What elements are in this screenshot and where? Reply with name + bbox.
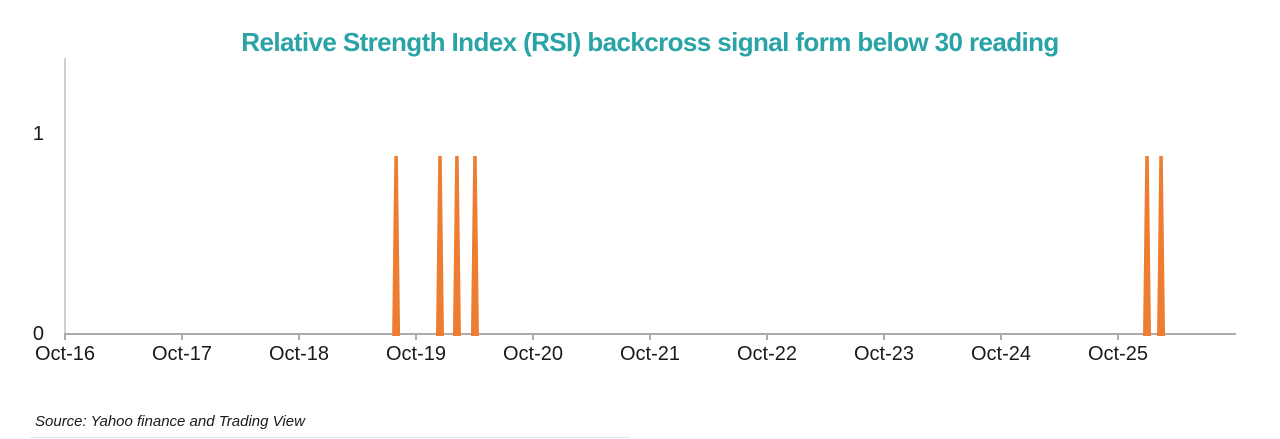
x-axis-line xyxy=(64,333,1236,335)
signal-bar xyxy=(1157,156,1166,336)
signal-bar xyxy=(435,156,444,336)
x-tick-label: Oct-22 xyxy=(736,343,798,365)
x-tick-label: Oct-19 xyxy=(385,343,447,365)
x-axis-tick xyxy=(766,335,768,340)
x-axis-tick xyxy=(1000,335,1002,340)
x-axis-tick xyxy=(181,335,183,340)
chart-title: Relative Strength Index (RSI) backcross … xyxy=(241,27,1059,57)
x-axis-tick xyxy=(64,335,66,340)
x-tick-label: Oct-17 xyxy=(151,343,213,365)
signal-bar xyxy=(392,156,401,336)
x-tick-label: Oct-23 xyxy=(853,343,915,365)
x-axis-tick xyxy=(532,335,534,340)
x-axis-tick xyxy=(883,335,885,340)
x-axis-tick xyxy=(649,335,651,340)
x-tick-label: Oct-18 xyxy=(268,343,330,365)
x-tick-label: Oct-20 xyxy=(502,343,564,365)
y-axis-line xyxy=(64,58,66,334)
signal-bar xyxy=(1143,156,1152,336)
y-tick-label: 0 xyxy=(32,323,44,345)
source-note: Source: Yahoo finance and Trading View xyxy=(35,413,305,430)
x-tick-label: Oct-21 xyxy=(619,343,681,365)
x-tick-label: Oct-24 xyxy=(970,343,1032,365)
bottom-border-line xyxy=(30,437,630,438)
x-axis-tick xyxy=(415,335,417,340)
x-tick-label: Oct-25 xyxy=(1087,343,1149,365)
y-tick-label: 1 xyxy=(32,123,44,145)
signal-bar xyxy=(470,156,479,336)
x-tick-label: Oct-16 xyxy=(34,343,96,365)
x-axis-tick xyxy=(298,335,300,340)
signal-bar xyxy=(452,156,461,336)
x-axis-tick xyxy=(1117,335,1119,340)
